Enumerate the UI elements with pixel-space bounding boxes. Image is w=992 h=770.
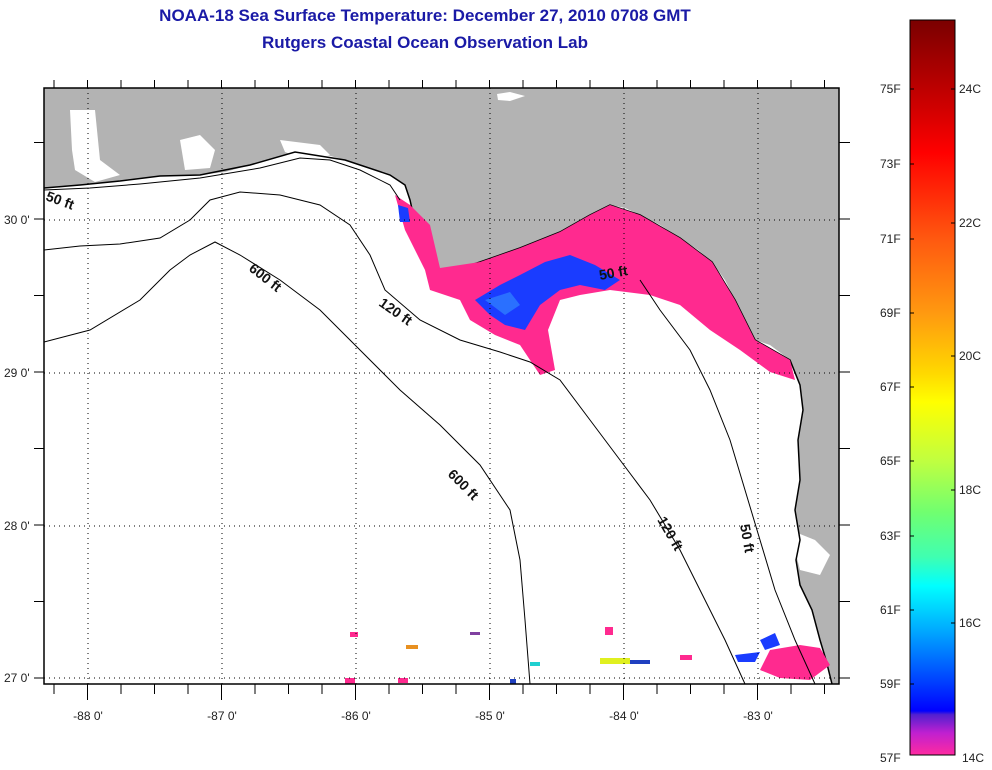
contour-600ft bbox=[44, 241, 531, 684]
sst-warm-patch bbox=[398, 205, 410, 222]
lat-tick-label: 27 0' bbox=[4, 671, 30, 685]
sst-pixel bbox=[530, 662, 540, 666]
map-title: NOAA-18 Sea Surface Temperature: Decembe… bbox=[159, 6, 691, 25]
sst-pixel bbox=[680, 655, 692, 660]
sst-pixel bbox=[398, 678, 408, 683]
land-mass bbox=[44, 88, 839, 684]
colorbar-c-label: 20C bbox=[959, 349, 981, 363]
sst-warm-patch bbox=[760, 633, 780, 650]
sst-pixel bbox=[630, 660, 650, 664]
lat-tick-label: 30 0' bbox=[4, 213, 30, 227]
colorbar-f-label: 69F bbox=[880, 306, 901, 320]
colorbar-c-label: 18C bbox=[959, 483, 981, 497]
sst-warm-core bbox=[485, 292, 520, 315]
contour-50ft-florida bbox=[639, 279, 816, 684]
colorbar-f-label: 59F bbox=[880, 677, 901, 691]
colorbar-f-label: 65F bbox=[880, 454, 901, 468]
colorbar-f-label: 67F bbox=[880, 380, 901, 394]
contour-label: 50 ft bbox=[737, 523, 758, 554]
lon-tick-label: -86 0' bbox=[341, 709, 371, 723]
lon-tick-label: -88 0' bbox=[73, 709, 103, 723]
colorbar-f-label: 63F bbox=[880, 529, 901, 543]
colorbar-f-label: 61F bbox=[880, 603, 901, 617]
colorbar-f-label: 57F bbox=[880, 751, 901, 765]
sst-cold-region bbox=[760, 645, 830, 680]
y-axis-ticks bbox=[34, 142, 850, 679]
lake bbox=[497, 92, 525, 101]
contour-label: 50 ft bbox=[598, 262, 629, 283]
contour-50ft-nw bbox=[44, 157, 401, 201]
colorbar-c-label: 16C bbox=[959, 616, 981, 630]
lat-tick-label: 29 0' bbox=[4, 366, 30, 380]
colorbar-c-label: 22C bbox=[959, 216, 981, 230]
contour-120ft bbox=[44, 191, 746, 684]
sst-pixel bbox=[605, 627, 613, 635]
lon-tick-label: -87 0' bbox=[207, 709, 237, 723]
colorbar-f-label: 71F bbox=[880, 232, 901, 246]
sst-warm-patch bbox=[475, 255, 620, 330]
lon-tick-label: -85 0' bbox=[475, 709, 505, 723]
colorbar-f-label: 75F bbox=[880, 82, 901, 96]
lon-tick-label: -83 0' bbox=[743, 709, 773, 723]
sst-pixel bbox=[406, 645, 418, 649]
colorbar-c-label: 24C bbox=[959, 82, 981, 96]
map-frame bbox=[43, 87, 840, 685]
lat-tick-label: 28 0' bbox=[4, 519, 30, 533]
colorbar-f-label: 73F bbox=[880, 157, 901, 171]
sst-pixel bbox=[600, 658, 630, 664]
x-axis-ticks bbox=[53, 80, 825, 700]
lon-tick-label: -84 0' bbox=[609, 709, 639, 723]
map-subtitle: Rutgers Coastal Ocean Observation Lab bbox=[262, 33, 588, 52]
mobile-bay bbox=[70, 110, 120, 182]
colorbar-ticks bbox=[910, 88, 955, 685]
colorbar bbox=[909, 19, 956, 756]
sst-pixel bbox=[510, 679, 516, 684]
colorbar-c-label: 14C bbox=[962, 751, 984, 765]
sst-pixel bbox=[470, 632, 480, 635]
sst-pixel bbox=[345, 678, 355, 684]
inlet bbox=[180, 135, 215, 170]
sst-warm-patch bbox=[735, 652, 760, 662]
sst-pixel bbox=[350, 632, 358, 637]
